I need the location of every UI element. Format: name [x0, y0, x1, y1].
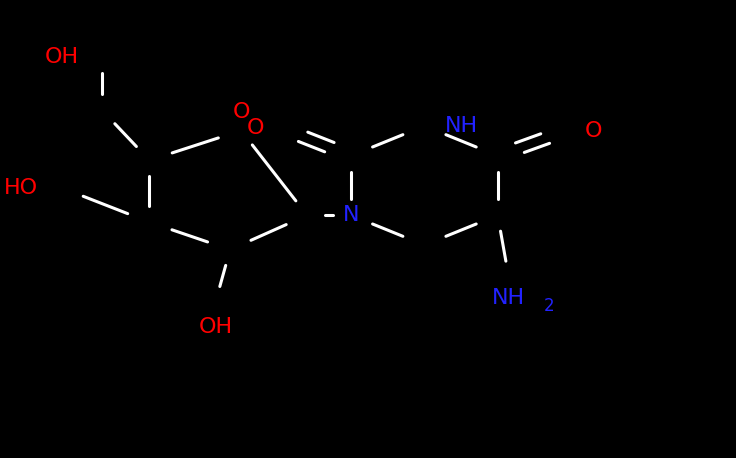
- Text: NH: NH: [445, 116, 478, 136]
- Text: O: O: [584, 120, 602, 141]
- Text: N: N: [343, 205, 359, 225]
- Text: O: O: [233, 102, 250, 122]
- Text: OH: OH: [199, 317, 233, 338]
- Text: NH: NH: [492, 288, 526, 308]
- Text: O: O: [247, 118, 264, 138]
- Text: HO: HO: [4, 178, 38, 198]
- Text: 2: 2: [544, 297, 554, 315]
- Text: OH: OH: [44, 47, 79, 67]
